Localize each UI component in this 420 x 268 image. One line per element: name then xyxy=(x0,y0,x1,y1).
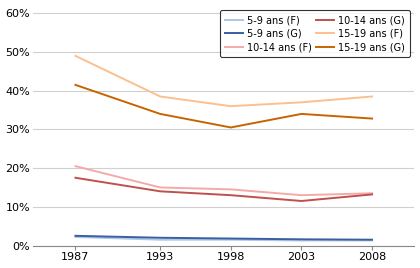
10-14 ans (F) xyxy=(370,192,375,195)
15-19 ans (G) xyxy=(158,112,163,116)
5-9 ans (G) xyxy=(73,234,78,237)
15-19 ans (G) xyxy=(73,83,78,87)
15-19 ans (F) xyxy=(299,101,304,104)
5-9 ans (F) xyxy=(299,239,304,242)
5-9 ans (F) xyxy=(228,238,234,241)
15-19 ans (F) xyxy=(73,54,78,57)
5-9 ans (G) xyxy=(228,237,234,240)
15-19 ans (G) xyxy=(299,112,304,116)
5-9 ans (F) xyxy=(158,238,163,241)
Line: 5-9 ans (F): 5-9 ans (F) xyxy=(76,237,372,240)
15-19 ans (G) xyxy=(228,126,234,129)
10-14 ans (G) xyxy=(228,193,234,197)
15-19 ans (F) xyxy=(228,105,234,108)
Line: 10-14 ans (G): 10-14 ans (G) xyxy=(76,178,372,201)
5-9 ans (F) xyxy=(73,235,78,239)
15-19 ans (F) xyxy=(158,95,163,98)
10-14 ans (G) xyxy=(158,190,163,193)
15-19 ans (G) xyxy=(370,117,375,120)
5-9 ans (G) xyxy=(158,236,163,239)
5-9 ans (G) xyxy=(370,238,375,241)
10-14 ans (F) xyxy=(228,188,234,191)
10-14 ans (G) xyxy=(73,176,78,179)
Line: 15-19 ans (F): 15-19 ans (F) xyxy=(76,56,372,106)
5-9 ans (G) xyxy=(299,238,304,241)
10-14 ans (G) xyxy=(299,199,304,203)
Line: 10-14 ans (F): 10-14 ans (F) xyxy=(76,166,372,195)
10-14 ans (F) xyxy=(73,165,78,168)
Legend: 5-9 ans (F), 5-9 ans (G), 10-14 ans (F), 10-14 ans (G), 15-19 ans (F), 15-19 ans: 5-9 ans (F), 5-9 ans (G), 10-14 ans (F),… xyxy=(220,10,410,57)
Line: 15-19 ans (G): 15-19 ans (G) xyxy=(76,85,372,128)
10-14 ans (F) xyxy=(299,193,304,197)
5-9 ans (F) xyxy=(370,239,375,242)
Line: 5-9 ans (G): 5-9 ans (G) xyxy=(76,236,372,240)
15-19 ans (F) xyxy=(370,95,375,98)
10-14 ans (F) xyxy=(158,186,163,189)
10-14 ans (G) xyxy=(370,193,375,196)
